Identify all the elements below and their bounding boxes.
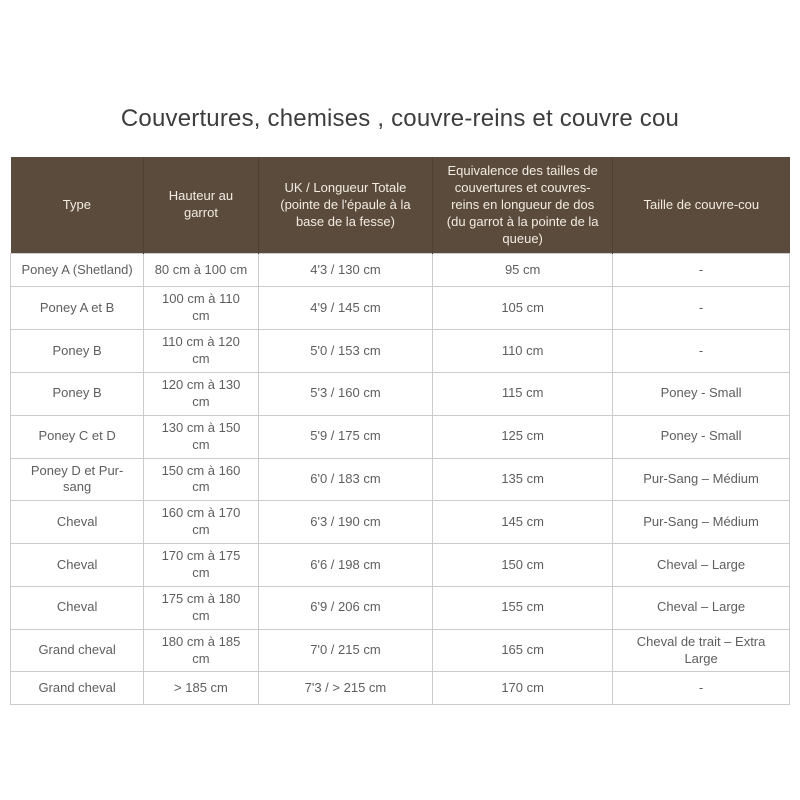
table-cell: 150 cm à 160 cm — [143, 457, 259, 502]
table-cell: Pur-Sang – Médium — [612, 457, 790, 502]
table-row: Cheval 170 cm à 175 cm 6'6 / 198 cm 150 cm C… — [9, 543, 790, 587]
table-cell: Poney C et D — [9, 414, 145, 459]
table-cell: Cheval — [9, 543, 145, 587]
table-cell: Cheval – Large — [612, 543, 790, 587]
table-cell: 170 cm à 175 cm — [143, 543, 259, 587]
table-cell: 6'9 / 206 cm — [257, 585, 434, 630]
table-cell: Poney D et Pur-sang — [9, 457, 145, 502]
table-row: Poney B 120 cm à 130 cm 5'3 / 160 cm 115 cm… — [9, 372, 790, 416]
table-row: Poney B 110 cm à 120 cm 5'0 / 153 cm 110 cm… — [9, 329, 790, 374]
table-cell: 4'3 / 130 cm — [257, 253, 434, 288]
table-body: Poney A (Shetland) 80 cm à 100 cm 4'3 / 13… — [9, 253, 790, 706]
table-cell: Poney A (Shetland) — [9, 253, 145, 288]
table-header: Type Hauteur au garrot UK / Longueur Total… — [10, 157, 790, 254]
table-header-row: Type Hauteur au garrot UK / Longueur Total… — [10, 157, 790, 254]
table-cell: 165 cm — [432, 628, 614, 673]
table-cell: 110 cm — [432, 329, 614, 374]
table-cell: Cheval de trait – Extra Large — [612, 628, 790, 673]
table-cell: 100 cm à 110 cm — [143, 286, 259, 331]
table-cell: - — [612, 329, 790, 374]
table-cell: Poney B — [9, 372, 145, 416]
table-row: Poney A et B 100 cm à 110 cm 4'9 / 145 cm 1… — [9, 286, 790, 331]
table-row: Cheval 160 cm à 170 cm 6'3 / 190 cm 145 cm P… — [9, 500, 790, 545]
table-cell: Poney - Small — [612, 414, 790, 459]
column-header: Taille de couvre-cou — [612, 157, 790, 254]
table-cell: 115 cm — [432, 372, 614, 416]
table-row: Grand cheval 180 cm à 185 cm 7'0 / 215 cm 1… — [9, 628, 790, 673]
table-cell: 5'3 / 160 cm — [257, 372, 434, 416]
table-cell: Poney - Small — [612, 372, 790, 416]
column-header: Equivalence des tailles de couvertures e… — [432, 157, 614, 254]
column-header: UK / Longueur Totale (pointe de l'épaule… — [258, 157, 434, 254]
table-cell: - — [612, 286, 790, 331]
table-cell: 145 cm — [432, 500, 614, 545]
table-cell: 80 cm à 100 cm — [143, 253, 259, 288]
table-cell: > 185 cm — [143, 671, 259, 706]
table-cell: 6'0 / 183 cm — [257, 457, 434, 502]
table-cell: - — [612, 671, 790, 706]
column-header: Hauteur au garrot — [143, 157, 259, 254]
table-cell: 180 cm à 185 cm — [143, 628, 259, 673]
table-cell: 7'0 / 215 cm — [257, 628, 434, 673]
table-cell: 7'3 / > 215 cm — [257, 671, 434, 706]
table-cell: 5'9 / 175 cm — [257, 414, 434, 459]
table-cell: 170 cm — [432, 671, 614, 706]
table-cell: 150 cm — [432, 543, 614, 587]
table-cell: 125 cm — [432, 414, 614, 459]
table-row: Poney A (Shetland) 80 cm à 100 cm 4'3 / 13… — [9, 253, 790, 288]
table-cell: 120 cm à 130 cm — [143, 372, 259, 416]
table-cell: 130 cm à 150 cm — [143, 414, 259, 459]
table-cell: 160 cm à 170 cm — [143, 500, 259, 545]
page-title: Couvertures, chemises , couvre-reins et … — [120, 105, 680, 132]
table-cell: 155 cm — [432, 585, 614, 630]
table-cell: Cheval — [9, 500, 145, 545]
table-cell: Grand cheval — [9, 671, 145, 706]
table-cell: 4'9 / 145 cm — [257, 286, 434, 331]
table-cell: - — [612, 253, 790, 288]
table-row: Grand cheval > 185 cm 7'3 / > 215 cm 170 cm… — [9, 671, 790, 706]
table-cell: 6'3 / 190 cm — [257, 500, 434, 545]
table-cell: 6'6 / 198 cm — [257, 543, 434, 587]
table-row: Poney C et D 130 cm à 150 cm 5'9 / 175 cm 1… — [9, 414, 790, 459]
table-cell: 5'0 / 153 cm — [257, 329, 434, 374]
table-row: Poney D et Pur-sang 150 cm à 160 cm 6'0 / … — [9, 457, 790, 502]
table-cell: 95 cm — [432, 253, 614, 288]
column-header: Type — [10, 157, 145, 254]
table-cell: Poney A et B — [9, 286, 145, 331]
table-cell: Cheval — [9, 585, 145, 630]
table-cell: 110 cm à 120 cm — [143, 329, 259, 374]
table-row: Cheval 175 cm à 180 cm 6'9 / 206 cm 155 cm C… — [9, 585, 790, 630]
table-cell: Cheval – Large — [612, 585, 790, 630]
table-cell: Pur-Sang – Médium — [612, 500, 790, 545]
table-cell: Grand cheval — [9, 628, 145, 673]
table-cell: 175 cm à 180 cm — [143, 585, 259, 630]
table-cell: 105 cm — [432, 286, 614, 331]
table-cell: Poney B — [9, 329, 145, 374]
table-cell: 135 cm — [432, 457, 614, 502]
size-table: Type Hauteur au garrot UK / Longueur Total… — [9, 157, 790, 706]
